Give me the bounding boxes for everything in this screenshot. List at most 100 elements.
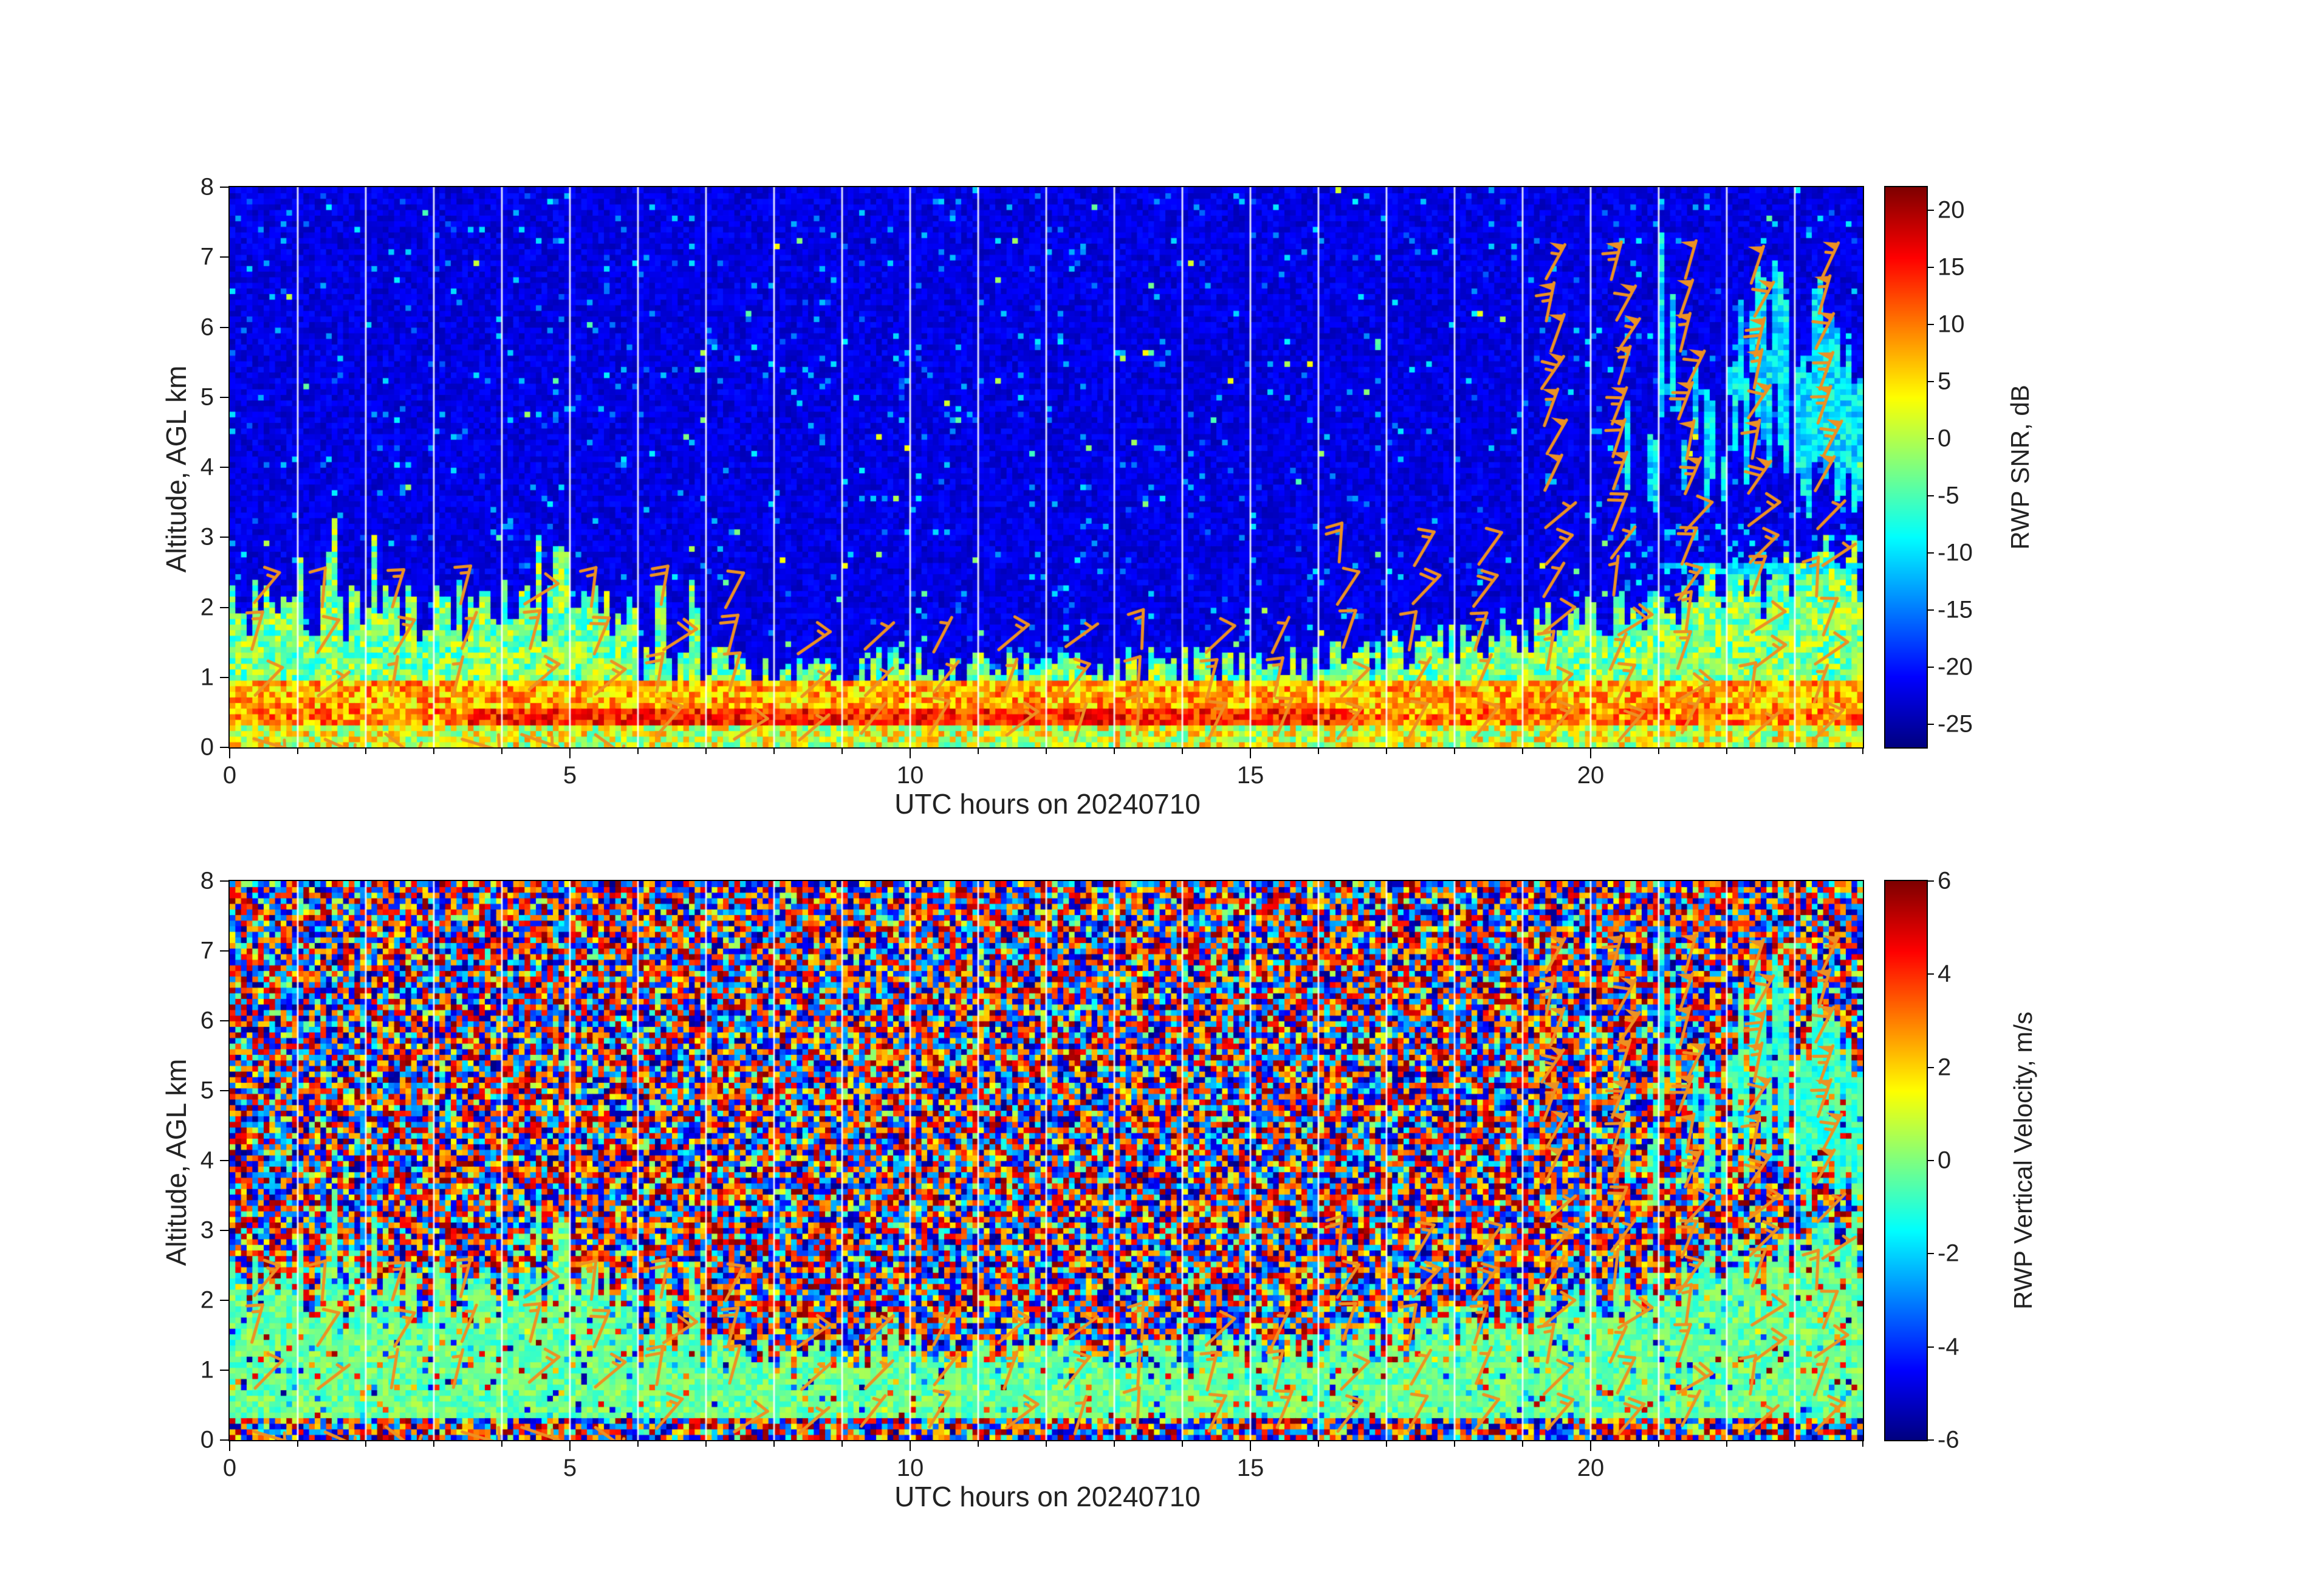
y-tick-label: 0 xyxy=(200,733,214,761)
colorbar-tick-label: 0 xyxy=(1938,1147,1952,1174)
x-tick-mark xyxy=(433,749,434,754)
x-tick-mark xyxy=(501,1441,502,1447)
x-tick-mark xyxy=(1182,749,1183,754)
x-tick-label: 10 xyxy=(896,762,924,789)
y-tick-mark xyxy=(220,1090,228,1091)
y-tick-mark xyxy=(220,537,228,538)
colorbar-tick-mark xyxy=(1928,552,1934,554)
colorbar-tick-mark xyxy=(1928,724,1934,725)
velocity-heatmap-canvas xyxy=(230,881,1863,1440)
colorbar-tick-mark xyxy=(1928,209,1934,211)
y-tick-label: 4 xyxy=(200,453,214,481)
colorbar-tick-label: 20 xyxy=(1938,196,1965,224)
colorbar-tick-mark xyxy=(1928,266,1934,268)
colorbar-tick-mark xyxy=(1928,1066,1934,1068)
colorbar-tick-mark xyxy=(1928,437,1934,439)
x-tick-mark xyxy=(1658,1441,1659,1447)
x-tick-mark xyxy=(910,749,911,758)
y-tick-mark xyxy=(220,1160,228,1161)
x-tick-mark xyxy=(1726,749,1727,754)
x-tick-label: 0 xyxy=(222,762,237,789)
snr-x-axis-label: UTC hours on 20240710 xyxy=(894,788,1201,820)
y-tick-mark xyxy=(220,256,228,258)
x-tick-mark xyxy=(910,1441,911,1451)
y-tick-label: 7 xyxy=(200,937,214,964)
x-tick-mark xyxy=(297,1441,298,1447)
y-tick-label: 0 xyxy=(200,1426,214,1453)
y-tick-label: 2 xyxy=(200,1286,214,1314)
x-tick-label: 20 xyxy=(1577,1455,1605,1481)
x-tick-mark xyxy=(1046,1441,1047,1447)
x-tick-mark xyxy=(1454,1441,1455,1447)
colorbar-tick-label: -25 xyxy=(1938,710,1973,738)
y-tick-mark xyxy=(220,1370,228,1371)
x-tick-mark xyxy=(1250,749,1251,758)
velocity-colorbar-canvas xyxy=(1885,881,1927,1440)
y-tick-mark xyxy=(220,676,228,678)
colorbar-tick-mark xyxy=(1928,1160,1934,1161)
colorbar-tick-mark xyxy=(1928,973,1934,975)
x-tick-label: 5 xyxy=(563,762,577,789)
y-tick-label: 2 xyxy=(200,594,214,620)
colorbar-tick-label: 10 xyxy=(1938,310,1965,338)
y-tick-label: 3 xyxy=(200,523,214,551)
colorbar-tick-label: 0 xyxy=(1938,425,1952,452)
snr-y-axis-label: Altitude, AGL km xyxy=(160,365,192,573)
y-tick-mark xyxy=(220,1020,228,1021)
colorbar-tick-label: -6 xyxy=(1938,1426,1959,1453)
x-tick-mark xyxy=(773,749,775,754)
colorbar-tick-label: -5 xyxy=(1938,482,1959,509)
x-tick-mark xyxy=(569,1441,571,1451)
x-tick-label: 15 xyxy=(1236,1455,1264,1481)
colorbar-tick-mark xyxy=(1928,380,1934,382)
colorbar-tick-mark xyxy=(1928,495,1934,497)
x-tick-mark xyxy=(1182,1441,1183,1447)
y-tick-label: 5 xyxy=(200,383,214,411)
x-tick-mark xyxy=(1114,1441,1115,1447)
y-tick-mark xyxy=(220,880,228,882)
colorbar-tick-label: 4 xyxy=(1938,960,1952,987)
y-tick-mark xyxy=(220,747,228,748)
colorbar-tick-label: 5 xyxy=(1938,368,1952,395)
x-tick-mark xyxy=(569,749,571,758)
colorbar-tick-label: 2 xyxy=(1938,1054,1952,1081)
x-tick-mark xyxy=(229,749,230,758)
x-tick-mark xyxy=(773,1441,775,1447)
y-tick-mark xyxy=(220,396,228,398)
x-tick-mark xyxy=(637,1441,639,1447)
x-tick-mark xyxy=(1114,749,1115,754)
colorbar-tick-label: -4 xyxy=(1938,1333,1959,1360)
x-tick-mark xyxy=(1590,1441,1591,1451)
y-tick-mark xyxy=(220,1300,228,1301)
y-tick-mark xyxy=(220,187,228,188)
colorbar-tick-mark xyxy=(1928,1346,1934,1348)
colorbar-tick-mark xyxy=(1928,1439,1934,1441)
x-tick-mark xyxy=(501,749,502,754)
y-tick-label: 4 xyxy=(200,1147,214,1174)
x-tick-mark xyxy=(1794,1441,1795,1447)
x-tick-mark xyxy=(705,1441,707,1447)
snr-colorbar-label: RWP SNR, dB xyxy=(2006,385,2034,550)
y-tick-label: 1 xyxy=(200,1356,214,1384)
y-tick-label: 5 xyxy=(200,1077,214,1104)
colorbar-tick-label: 6 xyxy=(1938,867,1952,894)
colorbar-tick-label: -15 xyxy=(1938,596,1973,623)
x-tick-mark xyxy=(1046,749,1047,754)
x-tick-mark xyxy=(705,749,707,754)
velocity-x-axis-label: UTC hours on 20240710 xyxy=(894,1481,1201,1512)
y-tick-label: 6 xyxy=(200,1007,214,1034)
x-tick-mark xyxy=(1454,749,1455,754)
x-tick-mark xyxy=(1522,1441,1523,1447)
x-tick-mark xyxy=(1250,1441,1251,1451)
x-tick-mark xyxy=(365,749,366,754)
x-tick-mark xyxy=(1862,1441,1863,1447)
x-tick-mark xyxy=(842,1441,843,1447)
y-tick-label: 8 xyxy=(200,173,214,201)
colorbar-tick-mark xyxy=(1928,1253,1934,1255)
colorbar-tick-label: 15 xyxy=(1938,253,1965,281)
y-tick-label: 3 xyxy=(200,1216,214,1244)
x-tick-mark xyxy=(297,749,298,754)
x-tick-mark xyxy=(1386,749,1387,754)
y-tick-mark xyxy=(220,1439,228,1441)
